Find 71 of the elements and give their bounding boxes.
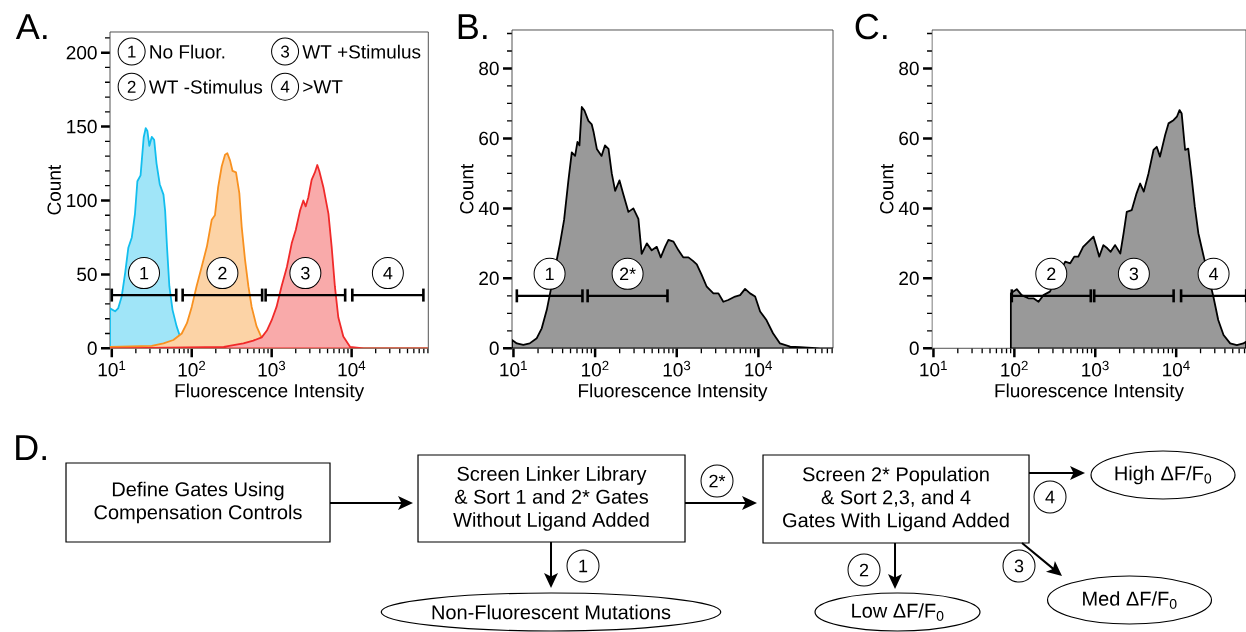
x-tick-label: 10$^{3}$ bbox=[1082, 360, 1109, 377]
y-tick-label: 80 bbox=[479, 61, 499, 76]
x-tick-label: 10$^{2}$ bbox=[1001, 360, 1028, 377]
y-tick-label: 50 bbox=[77, 267, 97, 282]
text: 2* bbox=[709, 474, 726, 488]
text: 1 bbox=[579, 559, 588, 573]
annotation: WT +Stimulus bbox=[302, 44, 421, 59]
annotation: 1 bbox=[545, 267, 554, 281]
x-tick-label: 10$^{4}$ bbox=[338, 360, 366, 377]
text: Low ΔF/F$_{0}$ bbox=[852, 603, 944, 621]
x-tick-label: 10$^{3}$ bbox=[663, 360, 691, 377]
text: Non-Fluorescent Mutations bbox=[432, 604, 671, 620]
x-tick-label: 10$^{1}$ bbox=[920, 360, 947, 377]
annotation: 2 bbox=[218, 266, 227, 280]
y-tick-label: 40 bbox=[898, 201, 919, 216]
text: & Sort 2,3, and 4 bbox=[821, 489, 971, 507]
text: 3 bbox=[280, 45, 290, 58]
x-tick-label: 10$^{2}$ bbox=[582, 360, 609, 377]
annotation: 2 bbox=[1047, 267, 1056, 281]
y-tick-label: 20 bbox=[479, 271, 499, 286]
text: Screen 2* Population bbox=[802, 466, 989, 486]
annotation: 2* bbox=[620, 267, 636, 281]
x-tick-label: 10$^{1}$ bbox=[500, 360, 527, 377]
y-tick-label: 150 bbox=[67, 119, 97, 134]
chart-title: A. bbox=[15, 14, 47, 39]
y-tick-label: 60 bbox=[899, 131, 919, 146]
x-tick-label: 10$^{1}$ bbox=[98, 360, 126, 377]
y-tick-label: 20 bbox=[899, 271, 919, 286]
text: 1 bbox=[128, 45, 136, 58]
text: D. bbox=[16, 435, 46, 460]
y-tick-label: 40 bbox=[478, 201, 499, 216]
y-tick-label: 0 bbox=[489, 341, 499, 356]
text: 2 bbox=[127, 80, 136, 93]
text: 2 bbox=[859, 563, 869, 577]
annotation: >WT bbox=[303, 80, 343, 94]
y-tick-label: 60 bbox=[479, 131, 499, 146]
chart-title: C. bbox=[855, 13, 887, 40]
annotation: 4 bbox=[1208, 267, 1219, 281]
text: Compensation Controls bbox=[94, 504, 302, 524]
text: 4 bbox=[1045, 490, 1055, 504]
text: Gates With Ligand Added bbox=[783, 512, 1009, 532]
x-axis-title: Fluorescence Intensity bbox=[579, 383, 768, 402]
text: Without Ligand Added bbox=[453, 512, 649, 531]
annotation: WT -Stimulus bbox=[148, 79, 263, 94]
y-axis-title: Count bbox=[880, 163, 894, 214]
x-tick-label: 10$^{2}$ bbox=[178, 360, 206, 377]
text: Screen Linker Library bbox=[457, 466, 647, 485]
text: Med ΔF/F$_{0}$ bbox=[1083, 591, 1177, 609]
y-tick-label: 0 bbox=[909, 341, 919, 356]
text: Define Gates Using bbox=[112, 481, 284, 501]
annotation: 4 bbox=[383, 266, 393, 280]
x-tick-label: 10$^{3}$ bbox=[258, 360, 286, 377]
x-tick-label: 10$^{4}$ bbox=[745, 360, 773, 377]
text: High ΔF/F$_{0}$ bbox=[1115, 465, 1212, 485]
y-axis-title: Count bbox=[47, 164, 61, 215]
y-tick-label: 100 bbox=[67, 193, 97, 208]
x-tick-label: 10$^{4}$ bbox=[1163, 360, 1190, 377]
x-axis-title: Fluorescence Intensity bbox=[995, 383, 1184, 402]
annotation: 1 bbox=[140, 266, 149, 280]
text: 4 bbox=[280, 80, 290, 93]
annotation: 3 bbox=[301, 266, 310, 280]
x-axis-title: Fluorescence Intensity bbox=[175, 383, 365, 402]
y-tick-label: 80 bbox=[899, 61, 919, 76]
y-tick-label: 200 bbox=[66, 45, 97, 60]
y-tick-label: 0 bbox=[87, 341, 97, 356]
text: & Sort 1 and 2* Gates bbox=[454, 489, 649, 504]
chart-title: B. bbox=[458, 14, 487, 39]
annotation: No Fluor. bbox=[150, 44, 225, 59]
y-axis-title: Count bbox=[460, 163, 474, 214]
annotation: 3 bbox=[1129, 267, 1139, 281]
text: 3 bbox=[1014, 559, 1024, 573]
